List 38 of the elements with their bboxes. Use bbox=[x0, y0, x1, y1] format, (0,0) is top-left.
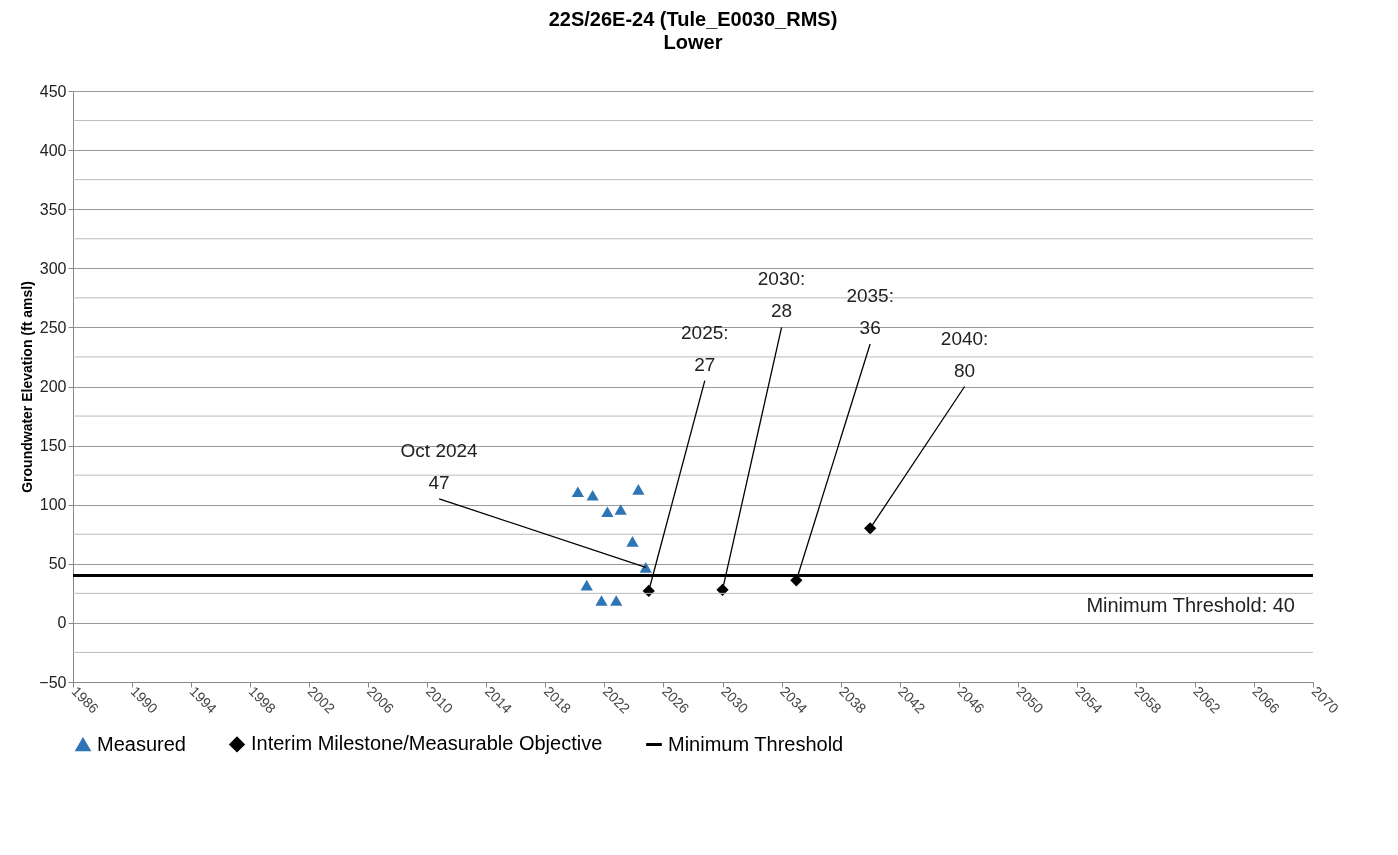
y-tick-label: 50 bbox=[48, 555, 67, 573]
y-tick-label: 450 bbox=[39, 82, 67, 100]
point bbox=[626, 536, 639, 547]
point bbox=[580, 579, 593, 591]
annotation: Minimum Threshold: 40 bbox=[1086, 593, 1295, 616]
point bbox=[571, 486, 584, 497]
y-tick-label: 200 bbox=[39, 378, 67, 395]
y-tick-label: 300 bbox=[39, 259, 67, 277]
point bbox=[601, 506, 614, 518]
data-label: 47 bbox=[428, 471, 450, 493]
annotation: 2035: bbox=[846, 284, 894, 306]
point bbox=[610, 595, 623, 606]
y-tick-label: 150 bbox=[39, 437, 67, 455]
annotation: 2025: bbox=[681, 321, 729, 343]
annotation: Oct 2024 bbox=[400, 439, 479, 461]
y-tick-label: 250 bbox=[39, 318, 67, 336]
y-tick-label: 0 bbox=[57, 614, 67, 632]
legend-label: Interim Milestone/Measurable Objective bbox=[251, 732, 603, 755]
point bbox=[639, 562, 652, 573]
y-tick-label: 350 bbox=[39, 200, 67, 218]
chart-subtitle: Lower bbox=[663, 31, 723, 53]
point bbox=[595, 595, 608, 606]
chart-title: 22S/26E-24 (Tule_E0030_RMS) bbox=[548, 8, 838, 30]
y-tick-label: −50 bbox=[39, 673, 67, 691]
annotation: 2040: bbox=[940, 327, 989, 349]
data-label: 80 bbox=[954, 359, 976, 381]
data-label: 27 bbox=[694, 353, 716, 375]
legend-label: Measured bbox=[97, 732, 186, 755]
point bbox=[614, 504, 627, 515]
y-tick-label: 400 bbox=[39, 141, 67, 159]
point bbox=[632, 484, 645, 495]
y-tick-label: 100 bbox=[39, 496, 67, 514]
y-axis-title: Groundwater Elevation (ft amsl) bbox=[19, 281, 36, 493]
annotation: 2030: bbox=[757, 268, 806, 290]
data-label: 28 bbox=[771, 300, 793, 322]
point bbox=[586, 489, 599, 501]
legend-label: Minimum Threshold bbox=[668, 732, 844, 755]
data-label: 36 bbox=[859, 316, 881, 338]
